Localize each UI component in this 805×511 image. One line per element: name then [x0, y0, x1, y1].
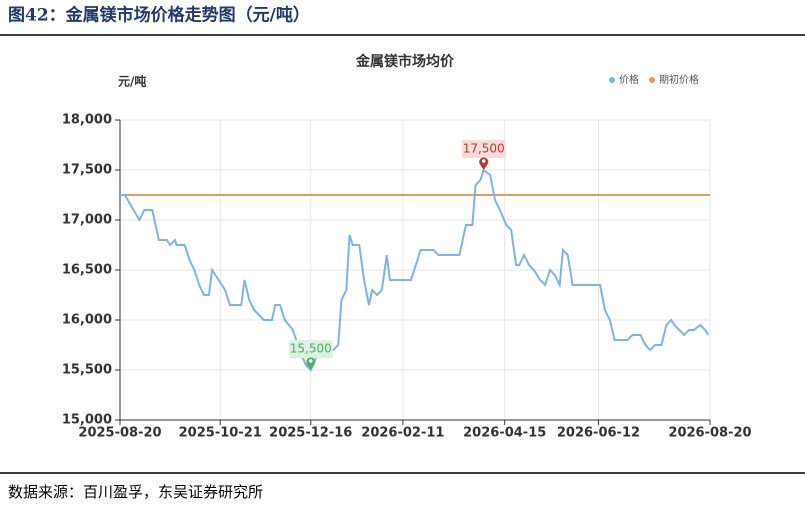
marker-label: 15,500 — [290, 342, 332, 356]
y-tick-label: 15,500 — [62, 363, 112, 378]
x-tick-label: 2026-02-11 — [361, 426, 444, 441]
marker-pin — [479, 157, 489, 170]
marker-pin — [306, 357, 316, 370]
legend-swatch — [609, 77, 615, 83]
y-tick-label: 16,000 — [62, 313, 112, 328]
marker-pin-dot — [308, 359, 313, 363]
y-tick-label: 18,000 — [62, 113, 112, 128]
header: 图42：金属镁市场价格走势图（元/吨） — [8, 5, 310, 26]
x-tick-label: 2026-06-12 — [557, 426, 640, 441]
y-tick-label: 17,000 — [62, 213, 112, 228]
x-tick-label: 2025-10-21 — [179, 426, 262, 441]
marker-pin-dot — [481, 159, 486, 163]
source: 数据来源：百川盈孚，东吴证券研究所 — [8, 483, 263, 501]
y-tick-label: 15,000 — [62, 413, 112, 428]
x-tick-label: 2025-08-20 — [78, 426, 161, 441]
legend-label: 期初价格 — [659, 73, 699, 86]
x-tick-label: 2025-12-16 — [269, 426, 352, 441]
marker-label-bg — [461, 140, 506, 158]
y-tick-label: 17,500 — [62, 163, 112, 178]
price-line — [120, 168, 710, 372]
legend-label: 价格 — [619, 73, 639, 86]
chart-title: 金属镁市场均价 — [355, 53, 455, 70]
marker-label: 17,500 — [463, 142, 505, 156]
y-tick-label: 16,500 — [62, 263, 112, 278]
marker-label-bg — [288, 340, 333, 358]
y-axis-label: 元/吨 — [118, 74, 146, 89]
legend-swatch — [649, 77, 655, 83]
x-tick-label: 2026-08-20 — [668, 426, 751, 441]
x-tick-label: 2026-04-15 — [463, 426, 546, 441]
